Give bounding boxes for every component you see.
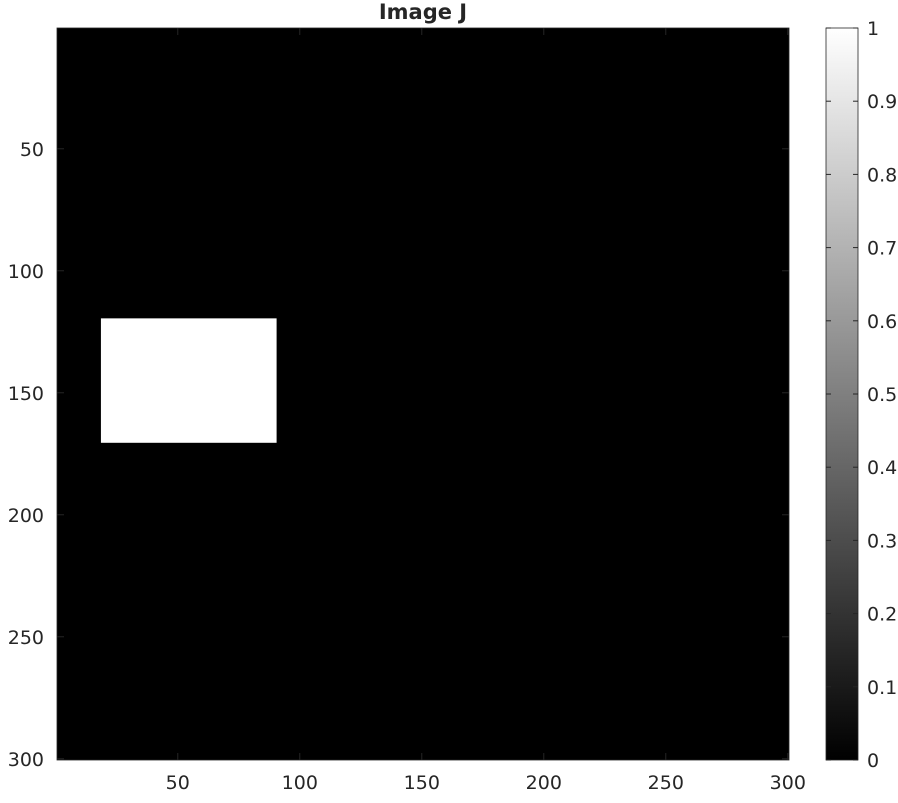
y-tick-label: 300 <box>8 749 44 771</box>
x-tick-label: 150 <box>404 772 440 794</box>
colorbar-gradient <box>825 27 859 761</box>
colorbar-tick-label: 0.4 <box>867 457 897 479</box>
x-tick-label: 250 <box>648 772 684 794</box>
colorbar-tick-label: 1 <box>867 18 879 40</box>
x-tick-label: 50 <box>166 772 190 794</box>
colorbar-tick-label: 0.7 <box>867 238 897 260</box>
colorbar-tick-label: 0 <box>867 750 879 772</box>
colorbar-tick-label: 0.8 <box>867 164 897 186</box>
x-tick-label: 100 <box>282 772 318 794</box>
colorbar-tick-label: 0.2 <box>867 604 897 626</box>
colorbar-tick-label: 0.6 <box>867 311 897 333</box>
image-region-1 <box>100 318 277 443</box>
plot-area <box>56 27 790 761</box>
x-tick-label: 200 <box>526 772 562 794</box>
y-tick-label: 150 <box>8 383 44 405</box>
y-tick-label: 250 <box>8 627 44 649</box>
colorbar: 0 0.1 0.2 0.3 0.4 0.5 0.6 0.7 0.8 0.9 1 <box>825 18 897 772</box>
y-tick-label: 200 <box>8 505 44 527</box>
y-tick-label: 50 <box>20 139 44 161</box>
colorbar-tick-label: 0.3 <box>867 530 897 552</box>
chart-title: Image J <box>379 0 467 24</box>
y-tick-label: 100 <box>8 261 44 283</box>
colorbar-tick-label: 0.1 <box>867 677 897 699</box>
colorbar-tick-label: 0.5 <box>867 384 897 406</box>
y-axis: 50 100 150 200 250 300 <box>8 139 789 771</box>
plot-frame <box>56 27 790 761</box>
colorbar-tick-label: 0.9 <box>867 91 897 113</box>
x-tick-label: 300 <box>770 772 806 794</box>
